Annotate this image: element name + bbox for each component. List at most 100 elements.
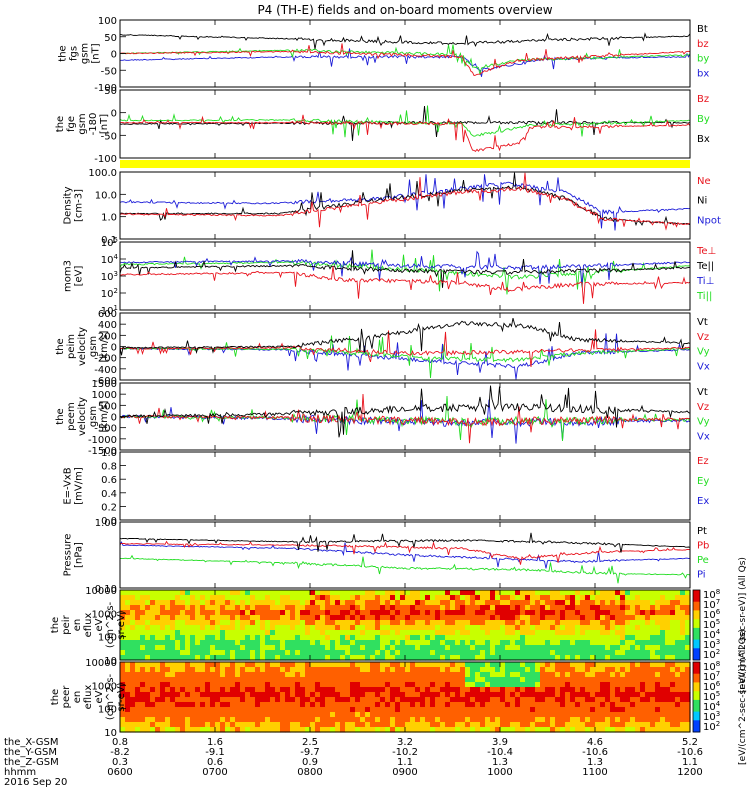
density-ytick-label: 1.0 [101,213,117,224]
peir-cell [320,645,326,651]
peer-cell [665,727,671,733]
peer-cell [440,707,446,713]
peer-cell [285,707,291,713]
peir-cell [140,655,146,661]
peer-cell [560,697,566,703]
peer-cell [380,717,386,723]
peir-cell [600,605,606,611]
peer-cell [520,712,526,718]
peer-cell [430,682,436,688]
peer-cell [210,677,216,683]
peir-cell [680,620,686,626]
peir-cell [455,605,461,611]
peer-cell [665,692,671,698]
peer-cell [625,707,631,713]
peir-cell [170,630,176,636]
peer-cell [150,702,156,708]
peer-cell [220,667,226,673]
peir-cell [400,615,406,621]
peir-cell [195,645,201,651]
peer-cell [200,672,206,678]
peer-cell [410,712,416,718]
peir-cell [185,625,191,631]
peer-cell [340,662,346,668]
peir-cell [565,615,571,621]
peer-cell [365,682,371,688]
peir-cell [395,590,401,596]
peer-cell [660,712,666,718]
peir-cell [185,645,191,651]
peer-cell [505,682,511,688]
peir-cell [680,615,686,621]
peir-cell [130,605,136,611]
peir-cell [235,610,241,616]
peer-cell [660,682,666,688]
peir-cell [505,595,511,601]
peer-cell [415,672,421,678]
peir-ylabel-line: eflux [83,613,94,638]
peer-cell [240,717,246,723]
peer-cell [120,667,126,673]
peer-cell [640,697,646,703]
peir-cell [605,635,611,641]
peir-cell [250,590,256,596]
xaxis-value: 0.3 [112,757,128,768]
peer-cell [440,712,446,718]
peer-cell [630,702,636,708]
peim-ytick-label: -200 [94,354,117,365]
peir-cell [345,610,351,616]
peir-cell [300,600,306,606]
peir-cell [395,595,401,601]
peir-cell [450,590,456,596]
peir-cell [605,650,611,656]
peer-cell [370,712,376,718]
peir-cell [280,610,286,616]
peer-cell [215,662,221,668]
peir-cell [620,620,626,626]
peer-cell [335,722,341,728]
peir-cell [415,595,421,601]
peer-cell [390,667,396,673]
peir-cell [370,625,376,631]
peer-cell [550,697,556,703]
peir-cell [315,650,321,656]
peer-cell [420,672,426,678]
peer-cell [465,682,471,688]
fge-ylabel-line: -180 [88,113,99,136]
peer-cell [530,727,536,733]
peer-cell [210,707,216,713]
peer-cell [605,662,611,668]
peir-cell [415,600,421,606]
peir-cell [580,590,586,596]
peir-cell [465,590,471,596]
peer-cell [375,692,381,698]
peir-cell [375,605,381,611]
peir-cell [420,630,426,636]
peir-cell [240,605,246,611]
peer-cell [590,702,596,708]
peir-cell [420,610,426,616]
peer-cell [490,727,496,733]
peer-cell [345,727,351,733]
peer-cell [530,697,536,703]
peer-cell [350,672,356,678]
peer-cell [400,717,406,723]
peer-cell [510,712,516,718]
peer-cell [320,722,326,728]
peir-cell [580,620,586,626]
peir-cell [430,645,436,651]
peer-cell [455,687,461,693]
peer-cell [300,707,306,713]
peer-cell [155,687,161,693]
peer-cell [640,662,646,668]
peer-cell [540,707,546,713]
peer-cell [160,712,166,718]
peer-cell [595,712,601,718]
peir-cell [330,615,336,621]
peir-cell [595,620,601,626]
peir-cell [495,605,501,611]
peer-cell [335,667,341,673]
peir-cell [610,625,616,631]
